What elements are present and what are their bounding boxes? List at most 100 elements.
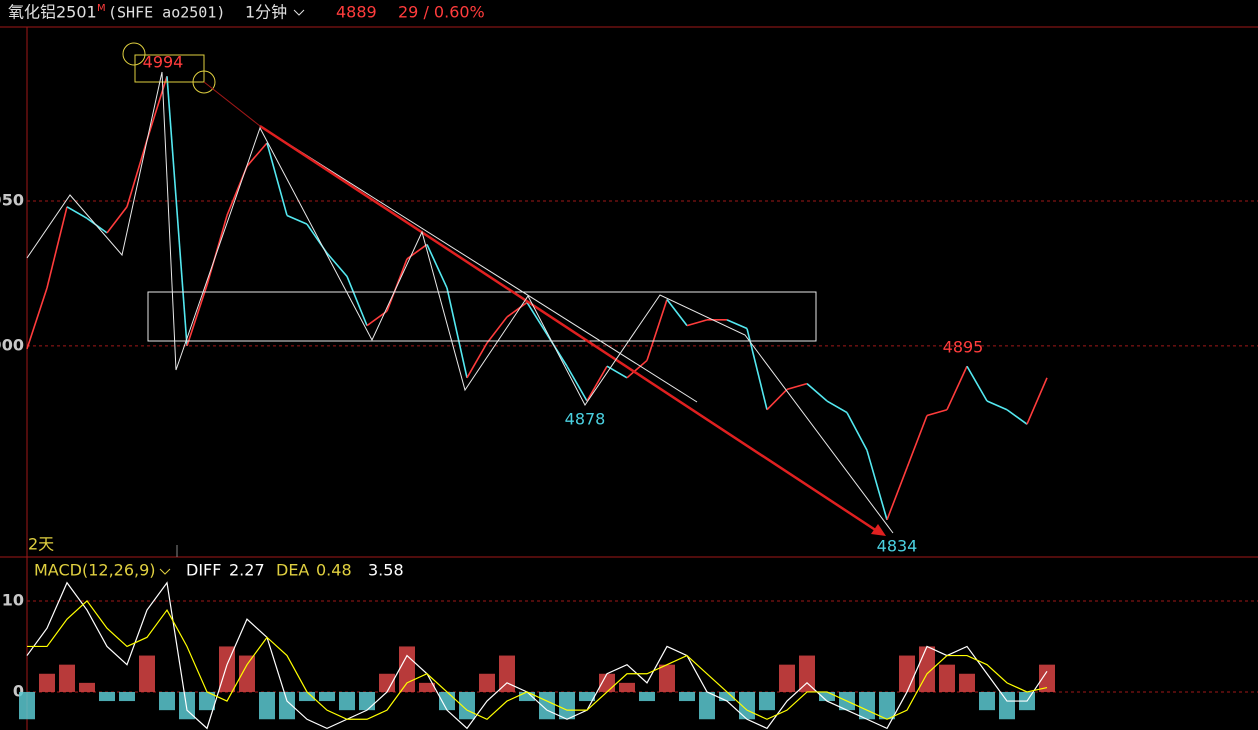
macd-bar — [79, 682, 95, 692]
price-segment — [46, 206, 68, 289]
price-segment — [846, 412, 868, 451]
period[interactable]: 1分钟 — [245, 3, 287, 22]
handle — [122, 42, 146, 66]
macd-bar — [479, 673, 495, 692]
price-segment — [566, 365, 588, 402]
price-segment — [266, 142, 288, 216]
period-dropdown[interactable] — [293, 9, 305, 16]
macd-line — [27, 600, 1048, 720]
macd-bar — [299, 691, 315, 702]
peak-box — [134, 54, 205, 83]
macd-bar — [319, 691, 335, 702]
macd-bar — [559, 691, 575, 720]
macd-bar — [439, 691, 455, 711]
y-tick-label: 0 — [13, 681, 24, 700]
macd-bar — [39, 673, 55, 692]
price-segment — [526, 302, 548, 335]
code: (SHFE ao2501) — [108, 4, 225, 22]
macd-bar — [379, 673, 395, 692]
price-segment — [786, 382, 808, 391]
macd-bar — [579, 691, 595, 702]
price-annotation: 4834 — [877, 537, 918, 556]
price-segment — [186, 284, 208, 347]
symbol: 氧化铝2501 — [8, 3, 97, 22]
macd-bar — [279, 691, 295, 720]
macd-bar — [979, 691, 995, 711]
macd-dropdown[interactable] — [159, 568, 171, 575]
macd-bar — [939, 664, 955, 692]
price-segment — [666, 299, 688, 327]
macd-bar — [159, 691, 175, 711]
price-segment — [866, 450, 888, 521]
price-segment — [506, 301, 528, 318]
price-segment — [246, 142, 268, 167]
macd-bar — [759, 691, 775, 711]
macd-bar — [1039, 664, 1055, 692]
price-segment — [326, 252, 348, 277]
macd-bar — [119, 691, 135, 702]
trend-line — [203, 81, 261, 127]
wave-line — [26, 71, 894, 534]
macd-bar — [699, 691, 715, 720]
macd-bar — [879, 691, 895, 720]
price-segment — [966, 365, 988, 402]
price-segment — [346, 276, 368, 326]
trend-line — [259, 125, 698, 403]
price-segment — [106, 206, 128, 234]
macd-bar — [239, 655, 255, 692]
price-segment — [686, 319, 708, 327]
macd-bar — [199, 691, 215, 711]
macd-bar — [359, 691, 375, 711]
arrow-head — [871, 524, 886, 536]
macd-bar — [719, 691, 735, 702]
macd-bar — [99, 691, 115, 702]
price-segment — [946, 365, 968, 411]
macd-bar — [419, 682, 435, 692]
macd-bar — [819, 691, 835, 702]
price-segment — [726, 319, 748, 330]
price-segment — [886, 467, 908, 521]
macd-bar — [599, 673, 615, 692]
macd-bar — [179, 691, 195, 720]
period-label: 2天 — [28, 535, 54, 554]
price-segment — [986, 400, 1008, 411]
macd-bar — [399, 646, 415, 692]
price-segment — [906, 415, 928, 468]
macd-bar — [779, 664, 795, 692]
macd-bar — [679, 691, 695, 702]
price-segment — [466, 342, 488, 379]
price-segment — [926, 408, 948, 417]
price-segment — [366, 310, 388, 327]
macd-title: MACD(12,26,9) — [34, 561, 156, 580]
price-segment — [446, 287, 468, 378]
macd-bar — [619, 682, 635, 692]
macd-bar — [59, 664, 75, 692]
price-segment — [426, 244, 448, 289]
price-segment — [1006, 409, 1028, 425]
price-segment — [586, 365, 608, 402]
macd-bar — [899, 655, 915, 692]
price-segment — [486, 316, 508, 344]
legend-value: 0.48 — [316, 561, 352, 580]
macd-line — [26, 581, 1048, 730]
price-segment — [126, 139, 148, 207]
macd-bar — [19, 691, 35, 720]
change: 29 / 0.60% — [398, 3, 485, 22]
y-tick-label: 4950 — [0, 190, 24, 209]
price-segment — [146, 76, 168, 141]
price-annotation: 4895 — [943, 338, 984, 357]
macd-bar — [519, 691, 535, 702]
price-segment — [66, 206, 88, 220]
macd-bar — [999, 691, 1015, 720]
macd-bar — [499, 655, 515, 692]
macd-bar — [339, 691, 355, 711]
macd-bar — [959, 673, 975, 692]
y-tick-label: 4900 — [0, 335, 24, 354]
macd-value: 3.58 — [368, 561, 404, 580]
price-segment — [826, 400, 848, 414]
price-annotation: 4994 — [143, 53, 184, 72]
legend-value: 2.27 — [229, 561, 265, 580]
macd-bar — [859, 691, 875, 720]
